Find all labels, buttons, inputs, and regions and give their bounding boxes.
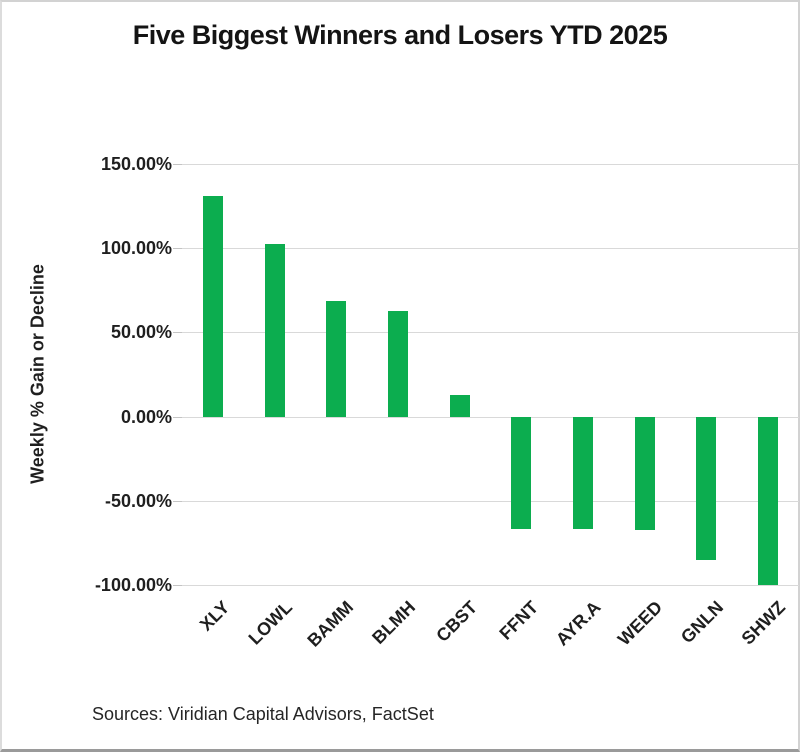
y-axis-tick [173, 585, 182, 586]
y-axis-tick [173, 248, 182, 250]
zero-gridline [182, 416, 799, 418]
x-tick-label: XLY [196, 597, 234, 635]
bar-ayr-a [573, 416, 594, 530]
gridline [182, 248, 799, 250]
y-tick-label: 0.00% [120, 406, 172, 427]
page-title: Five Biggest Winners and Losers YTD 2025 [132, 20, 668, 50]
bar-shwz [758, 416, 779, 585]
gridline [182, 164, 799, 165]
bar-bamm [326, 301, 347, 417]
bar-lowl [264, 243, 285, 417]
gridline [182, 585, 799, 586]
x-tick-label: CBST [431, 597, 481, 646]
source-note: Sources: Viridian Capital Advisors, Fact… [92, 704, 434, 724]
x-tick-label: LOWL [244, 597, 296, 649]
bar-blmh [387, 311, 408, 417]
y-axis-tick [173, 500, 182, 502]
y-axis-tick [173, 164, 182, 165]
plot-area: XLY LOWL BAMM BLMH CBST FFNT AYR.A WEED GNLN SHWZ [173, 164, 799, 651]
y-axis-tick [173, 416, 182, 418]
gridline [182, 500, 799, 502]
y-tick-label: 150.00% [100, 154, 172, 174]
bar-ffnt [511, 416, 532, 529]
y-axis-title: Weekly % Gain or Decline [27, 264, 48, 484]
bar-xly [202, 195, 223, 417]
x-tick-label: WEED [613, 597, 666, 650]
bar-weed [634, 416, 655, 531]
gridline [182, 332, 799, 334]
x-tick-label: GNLN [677, 597, 728, 648]
x-tick-label: AYR.A [551, 597, 605, 650]
y-tick-label: 50.00% [110, 322, 172, 343]
bar-cbst [449, 394, 470, 417]
x-tick-label: BAMM [303, 597, 358, 651]
y-tick-label: -50.00% [104, 490, 172, 511]
x-tick-label: FFNT [495, 597, 543, 644]
x-tick-label: BLMH [368, 597, 420, 648]
y-axis-tick [173, 332, 182, 334]
x-tick-label: SHWZ [737, 597, 790, 649]
y-tick-label: 100.00% [100, 238, 172, 259]
y-tick-label: -100.00% [94, 575, 172, 595]
bar-gnln [696, 416, 717, 560]
